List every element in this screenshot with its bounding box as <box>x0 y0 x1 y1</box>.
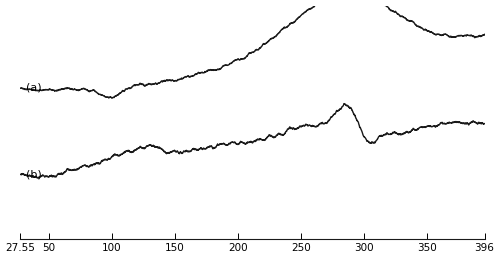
Text: (a): (a) <box>26 83 42 93</box>
Text: (b): (b) <box>26 170 42 180</box>
